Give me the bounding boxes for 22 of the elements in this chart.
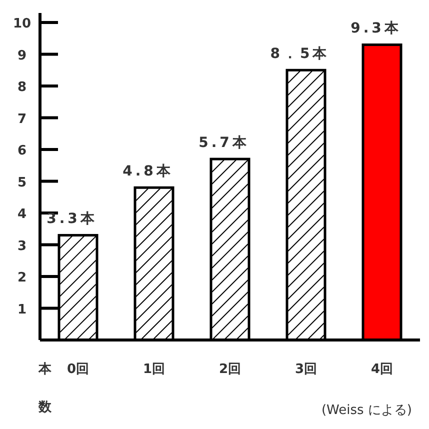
y-tick-label: 10 — [12, 16, 32, 32]
y-tick-label: 9 — [17, 48, 27, 64]
data-label: 9.3本 — [350, 20, 402, 37]
data-label: 4.8本 — [122, 164, 174, 180]
text: (Weiss による) — [321, 403, 412, 418]
text: 本数 — [38, 362, 52, 415]
x-tick-label: 4回 — [370, 362, 394, 377]
y-tick-label: 5 — [17, 175, 27, 190]
x-tick-label: 0回 — [66, 362, 90, 377]
y-tick-label: 1 — [17, 302, 27, 318]
data-label: 3.3本 — [46, 211, 98, 228]
data-label: 5.7本 — [198, 135, 250, 152]
y-tick-label: 6 — [17, 144, 27, 159]
y-tick-label: 3 — [17, 238, 27, 254]
x-tick-label: 3回 — [294, 362, 318, 377]
data-label: 8．5本 — [270, 46, 330, 62]
y-tick-label: 4 — [17, 207, 27, 222]
x-tick-label: 2回 — [218, 362, 242, 377]
x-tick-label: 1回 — [142, 362, 166, 377]
y-tick-label: 8 — [17, 80, 27, 96]
y-tick-label: 2 — [17, 270, 27, 286]
y-tick-label: 7 — [17, 112, 27, 127]
